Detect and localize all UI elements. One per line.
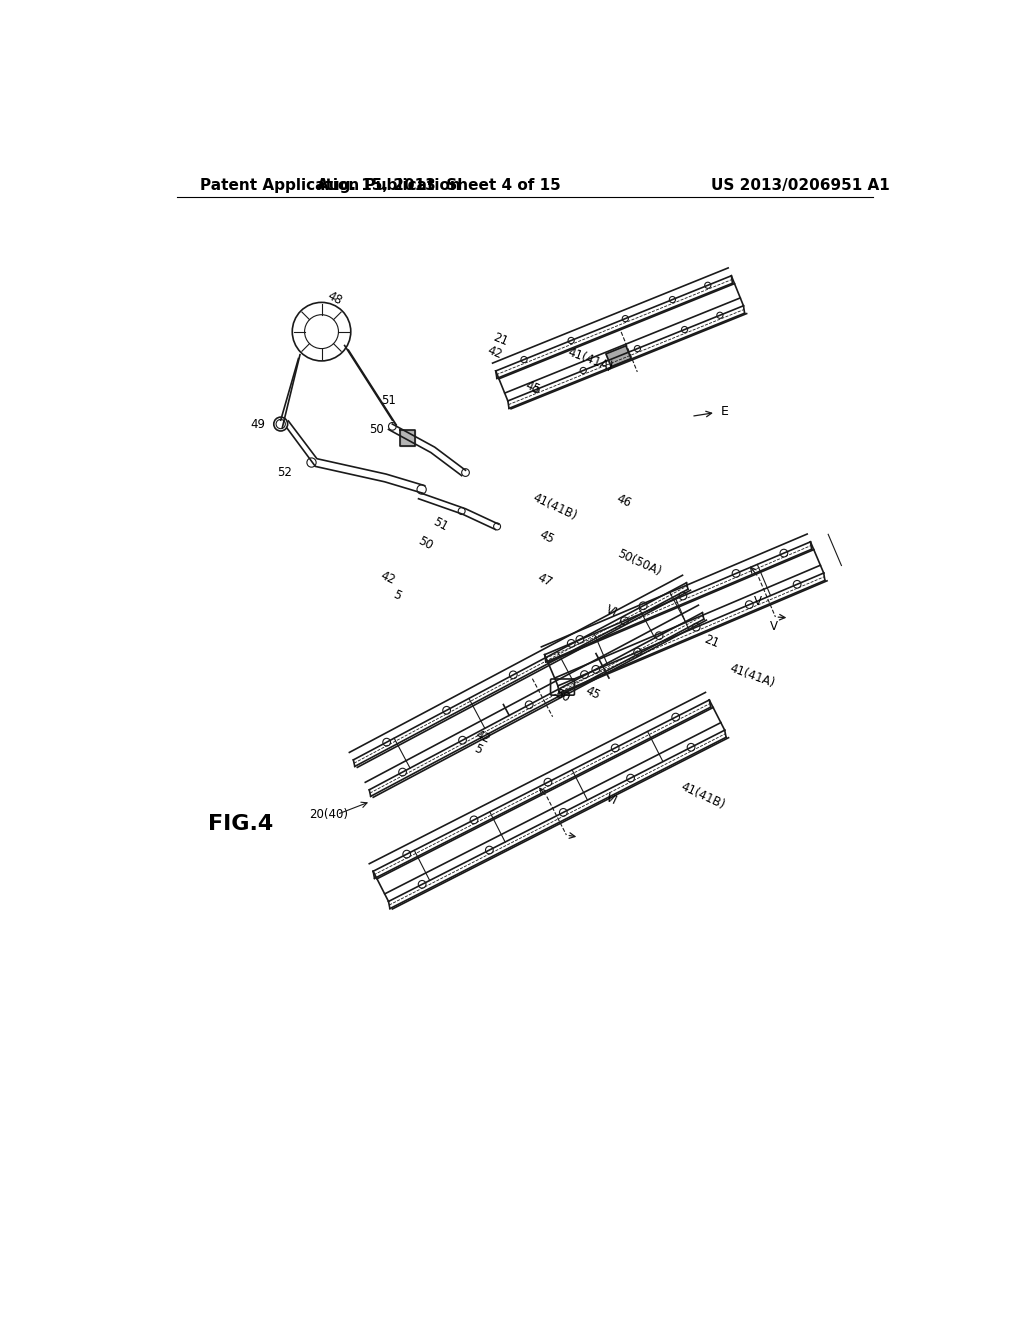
Text: 50: 50 — [553, 686, 571, 705]
Text: 21: 21 — [490, 330, 510, 348]
Text: 45: 45 — [538, 528, 556, 546]
Text: 46: 46 — [614, 492, 633, 510]
Text: 50: 50 — [370, 422, 384, 436]
Text: 45: 45 — [523, 379, 542, 397]
Polygon shape — [606, 346, 631, 367]
Text: 47: 47 — [535, 572, 554, 590]
Text: 20(40): 20(40) — [309, 808, 348, 821]
Text: 41(41B): 41(41B) — [679, 780, 727, 812]
Text: 42: 42 — [473, 729, 493, 747]
Text: 50(50A): 50(50A) — [615, 546, 664, 578]
Text: Patent Application Publication: Patent Application Publication — [200, 178, 461, 193]
Text: 5: 5 — [472, 742, 484, 758]
Text: 48: 48 — [325, 289, 344, 308]
Text: VI: VI — [604, 603, 620, 619]
Text: 41(41B): 41(41B) — [531, 491, 580, 523]
Text: FIG.4: FIG.4 — [208, 814, 272, 834]
Text: E: E — [720, 405, 728, 418]
Text: 51: 51 — [381, 395, 395, 408]
Text: 5: 5 — [391, 589, 403, 603]
Text: V: V — [770, 620, 777, 634]
Polygon shape — [400, 430, 416, 446]
Text: Aug. 15, 2013  Sheet 4 of 15: Aug. 15, 2013 Sheet 4 of 15 — [316, 178, 560, 193]
Text: 42: 42 — [379, 569, 397, 587]
Text: 41(41A): 41(41A) — [565, 346, 614, 375]
Text: 45: 45 — [584, 685, 602, 702]
Text: V: V — [755, 594, 762, 607]
Text: 41(41A): 41(41A) — [727, 661, 776, 690]
Text: US 2013/0206951 A1: US 2013/0206951 A1 — [711, 178, 890, 193]
Text: 52: 52 — [276, 466, 292, 479]
Text: 51: 51 — [431, 515, 451, 533]
Text: 42: 42 — [484, 343, 504, 362]
Text: 21: 21 — [701, 634, 721, 651]
Text: 50: 50 — [416, 535, 434, 553]
Text: VI: VI — [604, 791, 620, 808]
Text: 49: 49 — [250, 417, 265, 430]
